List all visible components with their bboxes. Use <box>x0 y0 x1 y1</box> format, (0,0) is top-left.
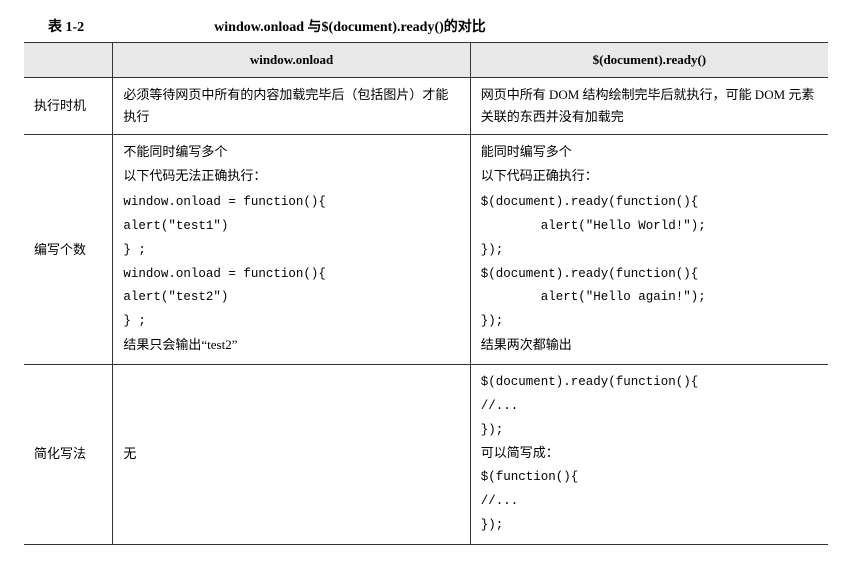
table-row: 编写个数 不能同时编写多个 以下代码无法正确执行： window.onload … <box>24 135 828 365</box>
table-row: 简化写法 无 $(document).ready(function(){ //.… <box>24 365 828 545</box>
text-line: 以下代码正确执行： <box>481 165 818 187</box>
table-header: window.onload $(document).ready() <box>24 43 828 78</box>
table-label: 表 1-2 <box>48 16 84 36</box>
cell-timing-ready: 网页中所有 DOM 结构绘制完毕后就执行，可能 DOM 元素关联的东西并没有加载… <box>470 78 828 135</box>
cell-count-onload: 不能同时编写多个 以下代码无法正确执行： window.onload = fun… <box>113 135 470 365</box>
row-label-count: 编写个数 <box>24 135 113 365</box>
code-block: $(document).ready(function(){ alert("Hel… <box>481 191 818 334</box>
header-blank <box>24 43 113 78</box>
text-line: 可以简写成： <box>481 442 818 464</box>
cell-timing-onload: 必须等待网页中所有的内容加载完毕后（包括图片）才能执行 <box>113 78 470 135</box>
text-line: 结果两次都输出 <box>481 334 818 356</box>
cell-shorthand-ready: $(document).ready(function(){ //... }); … <box>470 365 828 545</box>
code-block: $(function(){ //... }); <box>481 466 818 537</box>
code-block: $(document).ready(function(){ //... }); <box>481 371 818 442</box>
header-onload: window.onload <box>113 43 470 78</box>
table-row: 执行时机 必须等待网页中所有的内容加载完毕后（包括图片）才能执行 网页中所有 D… <box>24 78 828 135</box>
row-label-shorthand: 简化写法 <box>24 365 113 545</box>
text-line: 结果只会输出“test2” <box>123 334 459 356</box>
cell-shorthand-onload: 无 <box>113 365 470 545</box>
table-header-row: 表 1-2 window.onload 与$(document).ready()… <box>24 16 828 36</box>
text-line: 不能同时编写多个 <box>123 141 459 163</box>
header-ready: $(document).ready() <box>470 43 828 78</box>
comparison-table: window.onload $(document).ready() 执行时机 必… <box>24 42 828 545</box>
text-line: 能同时编写多个 <box>481 141 818 163</box>
code-block: window.onload = function(){ alert("test1… <box>123 191 459 334</box>
cell-count-ready: 能同时编写多个 以下代码正确执行： $(document).ready(func… <box>470 135 828 365</box>
table-title: window.onload 与$(document).ready()的对比 <box>214 16 486 36</box>
row-label-timing: 执行时机 <box>24 78 113 135</box>
text-line: 以下代码无法正确执行： <box>123 165 459 187</box>
